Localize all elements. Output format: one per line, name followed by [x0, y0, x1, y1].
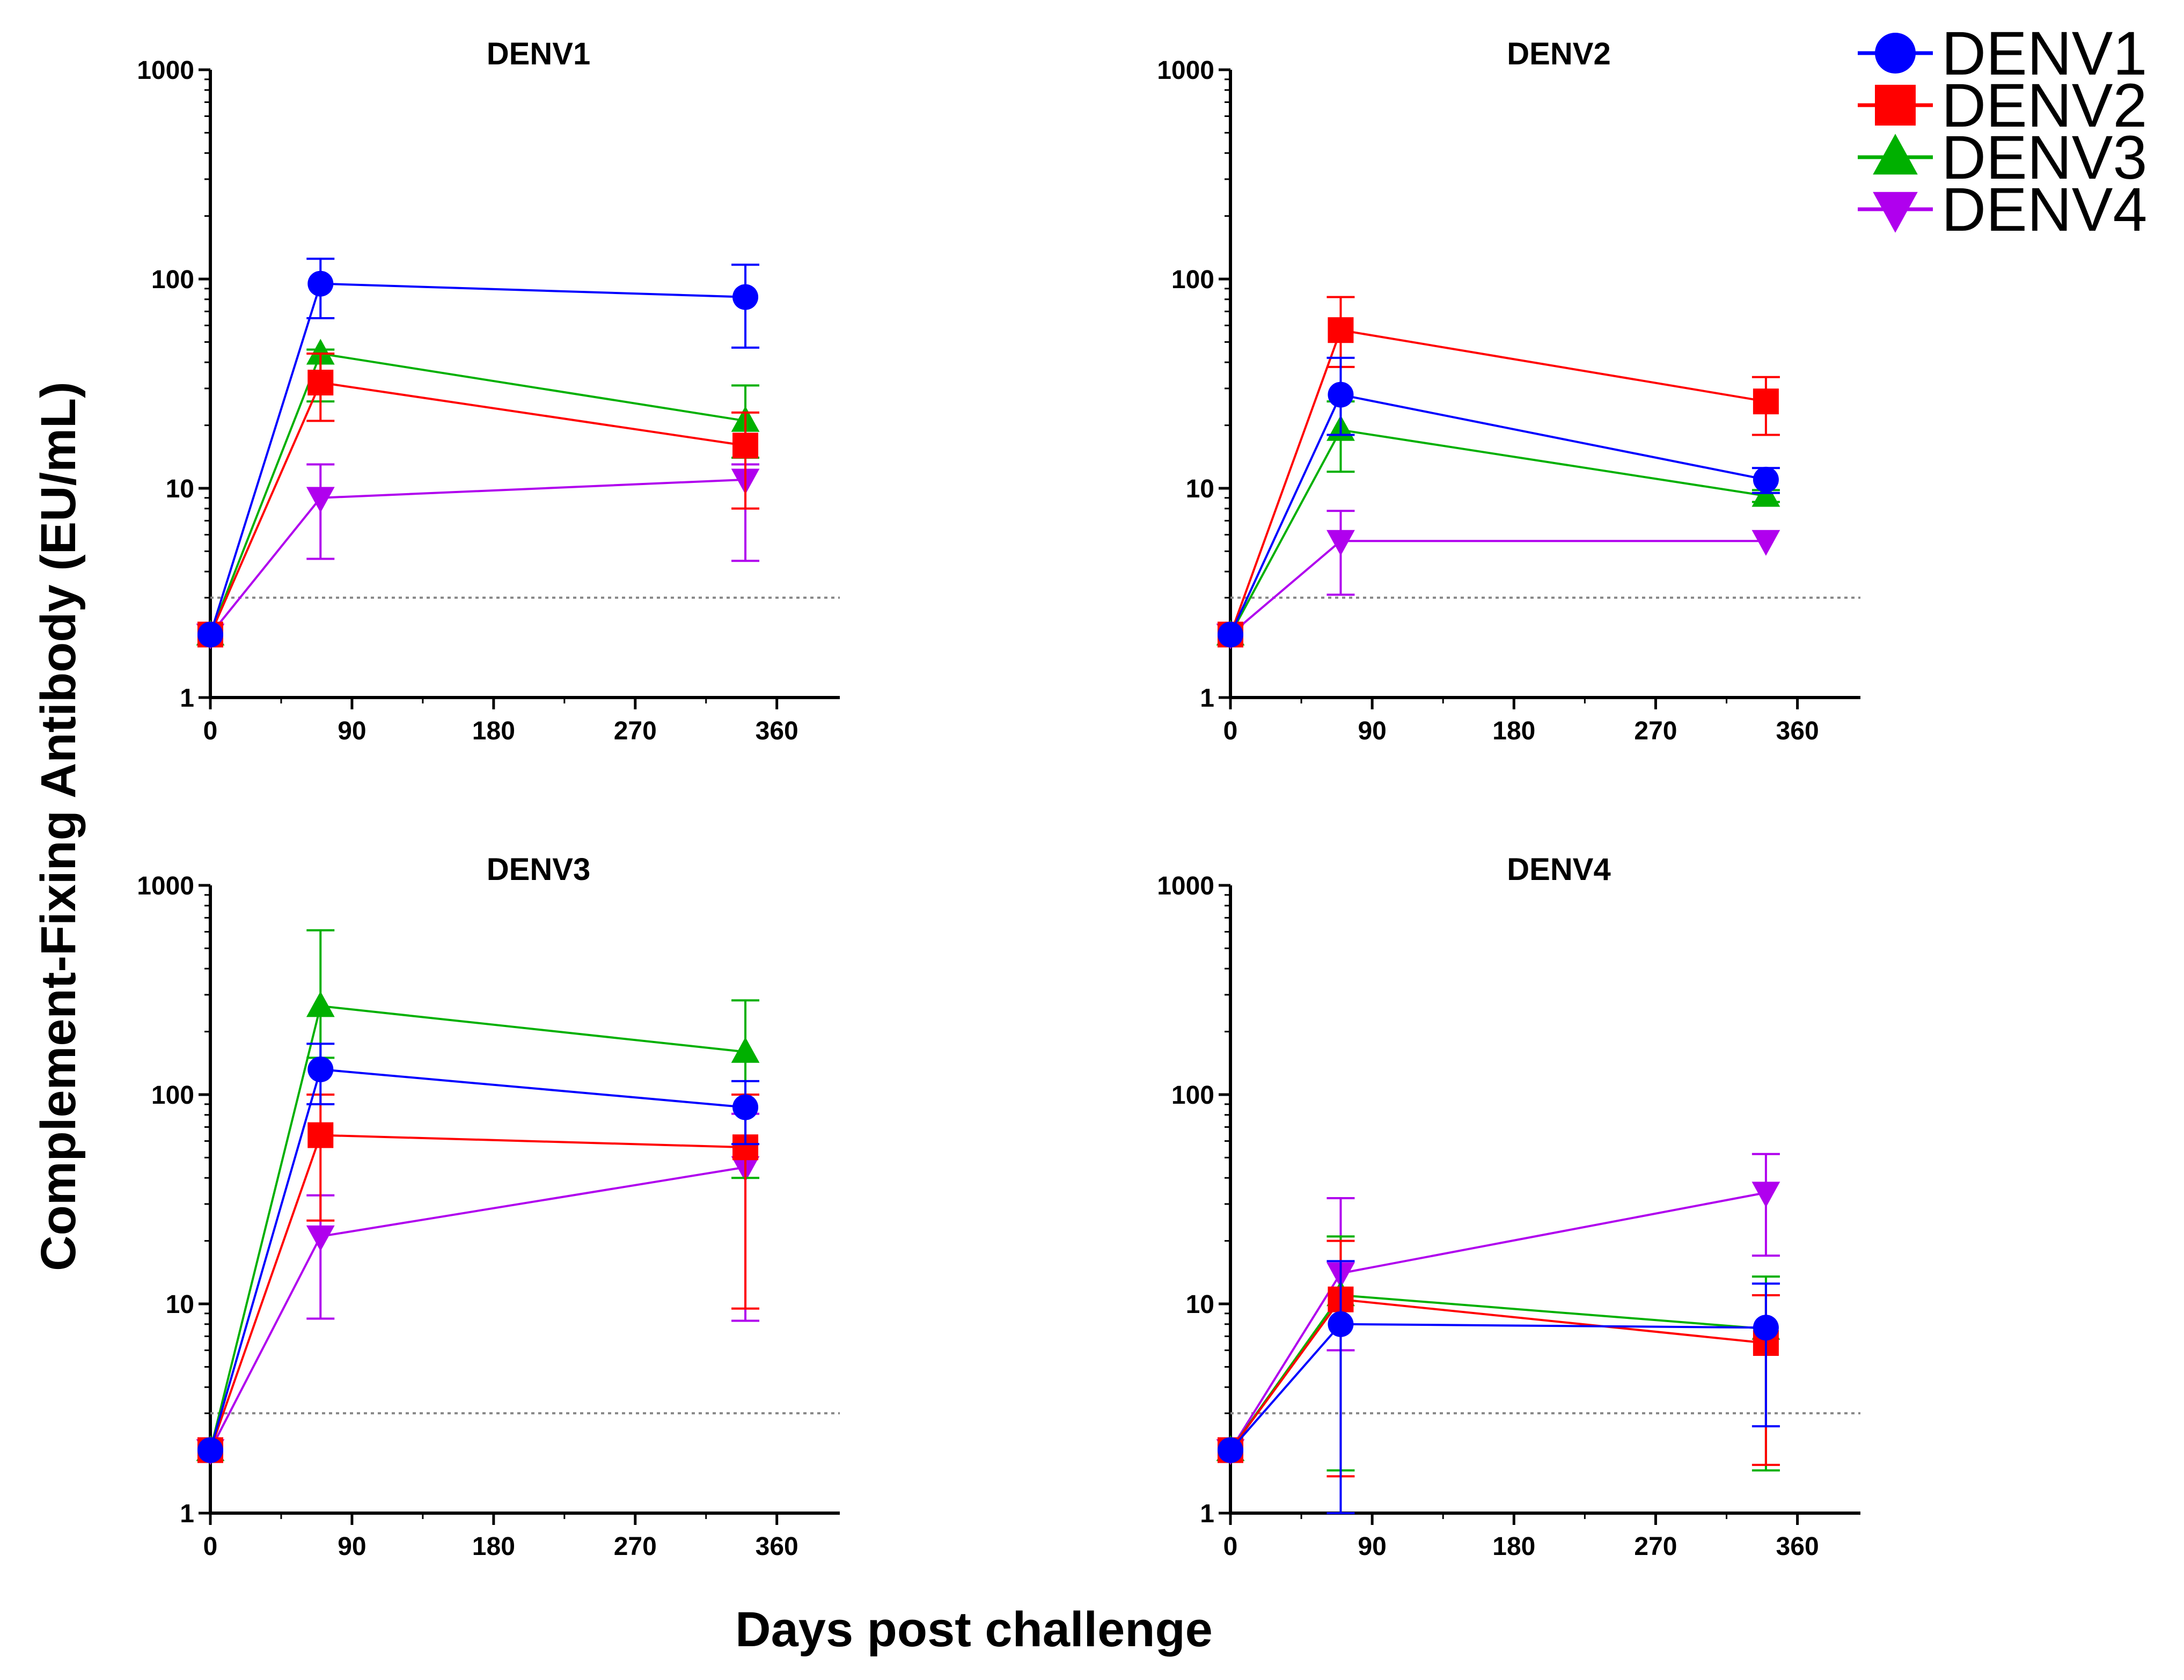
y-tick-label: 1 [180, 1500, 194, 1528]
data-point [307, 369, 334, 395]
y-tick-label: 1000 [137, 56, 194, 85]
x-tick-label: 180 [472, 1532, 515, 1561]
data-point [306, 991, 335, 1017]
y-tick-label: 100 [151, 1081, 194, 1110]
axes: 1 10 100 1000 0 90 180 270 360 [1157, 56, 1860, 745]
legend-marker [1873, 134, 1918, 175]
legend-marker [1875, 33, 1916, 74]
data-point [1751, 530, 1780, 556]
data-point [1218, 1437, 1243, 1463]
panel-title: DENV2 [1507, 36, 1610, 71]
panel-denv3: DENV3 1 10 100 1000 0 90 180 270 360 [137, 852, 840, 1561]
x-axis-title: Days post challenge [735, 1602, 1213, 1657]
data-point [1326, 530, 1355, 556]
data-point [731, 1037, 760, 1063]
data-point [1328, 1311, 1354, 1337]
legend-entry-denv3: DENV3 [1858, 123, 2147, 192]
data-point [306, 339, 335, 365]
x-tick-label: 270 [1634, 717, 1677, 745]
y-tick-label: 10 [166, 475, 194, 503]
panel-title: DENV3 [487, 852, 590, 887]
x-tick-label: 90 [338, 717, 366, 745]
x-tick-label: 360 [756, 717, 798, 745]
data-point [306, 1225, 335, 1251]
series-denv2 [1218, 296, 1780, 648]
legend-label: DENV2 [1941, 71, 2147, 140]
y-tick-label: 1000 [1157, 872, 1214, 900]
data-point [1753, 466, 1779, 493]
panel-title: DENV4 [1507, 852, 1610, 887]
series-denv1 [1218, 1260, 1780, 1514]
panel-title: DENV1 [487, 36, 590, 71]
error-bar [1326, 1260, 1355, 1514]
data-point [1753, 388, 1779, 415]
data-point [1753, 1315, 1779, 1341]
data-point [1751, 1182, 1780, 1208]
y-tick-label: 1000 [1157, 56, 1214, 85]
x-tick-label: 90 [338, 1532, 366, 1561]
x-tick-label: 360 [1776, 1532, 1819, 1561]
data-point [307, 270, 334, 297]
data-point [197, 621, 223, 648]
series-denv1 [197, 1043, 760, 1463]
x-tick-label: 360 [1776, 717, 1819, 745]
x-tick-label: 0 [203, 717, 218, 745]
legend-label: DENV1 [1941, 19, 2147, 88]
panel-denv4: DENV4 1 10 100 1000 0 90 180 270 360 [1157, 852, 1860, 1561]
y-tick-label: 10 [1186, 475, 1214, 503]
legend-entry-denv1: DENV1 [1858, 19, 2147, 88]
y-axis-title: Complement-Fixing Antibody (EU/mL) [31, 382, 86, 1271]
error-bar [1751, 1282, 1780, 1428]
axes: 1 10 100 1000 0 90 180 270 360 [137, 872, 840, 1561]
panel-denv1: DENV1 1 10 100 1000 0 90 180 270 360 [137, 36, 840, 745]
y-tick-label: 100 [151, 266, 194, 294]
data-point [732, 284, 759, 310]
legend-label: DENV3 [1941, 123, 2147, 192]
y-tick-label: 100 [1171, 266, 1214, 294]
y-tick-label: 1000 [137, 872, 194, 900]
error-bar [731, 411, 760, 510]
y-tick-label: 100 [1171, 1081, 1214, 1110]
data-point [1218, 621, 1243, 648]
x-tick-label: 0 [203, 1532, 218, 1561]
data-point [307, 1122, 334, 1148]
data-point [732, 1094, 759, 1120]
data-point [732, 432, 759, 459]
y-tick-label: 1 [1200, 1500, 1214, 1528]
legend-entry-denv4: DENV4 [1858, 175, 2147, 244]
y-tick-label: 10 [166, 1290, 194, 1319]
x-tick-label: 180 [472, 717, 515, 745]
series-denv1 [197, 258, 760, 648]
x-tick-label: 180 [1492, 1532, 1535, 1561]
x-tick-label: 270 [614, 717, 657, 745]
legend-marker [1873, 192, 1918, 233]
data-point [1328, 317, 1354, 343]
x-tick-label: 0 [1223, 717, 1238, 745]
x-tick-label: 90 [1358, 717, 1386, 745]
x-tick-label: 180 [1492, 717, 1535, 745]
y-tick-label: 10 [1186, 1290, 1214, 1319]
x-tick-label: 360 [756, 1532, 798, 1561]
legend-marker [1875, 85, 1916, 126]
data-point [307, 1056, 334, 1082]
y-tick-label: 1 [1200, 684, 1214, 713]
x-tick-label: 90 [1358, 1532, 1386, 1561]
x-tick-label: 0 [1223, 1532, 1238, 1561]
series-denv1 [1218, 356, 1780, 648]
y-tick-label: 1 [180, 684, 194, 713]
data-point [197, 1437, 223, 1463]
data-point [1328, 382, 1354, 408]
panel-denv2: DENV2 1 10 100 1000 0 90 180 270 360 [1157, 36, 1860, 745]
axes: 1 10 100 1000 0 90 180 270 360 [1157, 872, 1860, 1561]
data-point [306, 487, 335, 513]
axes: 1 10 100 1000 0 90 180 270 360 [137, 56, 840, 745]
legend-label: DENV4 [1941, 175, 2147, 244]
legend-entry-denv2: DENV2 [1858, 71, 2147, 140]
x-tick-label: 270 [614, 1532, 657, 1561]
x-tick-label: 270 [1634, 1532, 1677, 1561]
